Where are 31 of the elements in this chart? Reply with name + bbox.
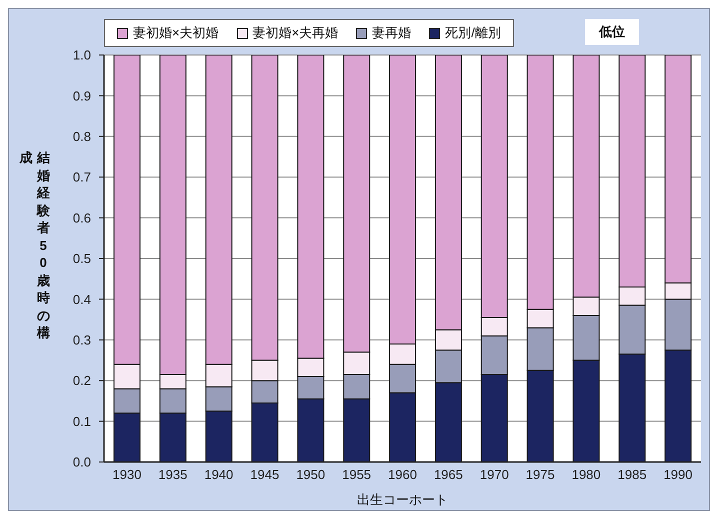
text: 低位 (599, 24, 625, 39)
y-tick-label: 0.9 (72, 88, 91, 104)
x-tick-label: 1955 (342, 467, 372, 482)
x-tick-label: 1940 (204, 467, 234, 482)
y-tick-label: 0.7 (72, 170, 91, 185)
x-tick-label: 1960 (388, 467, 417, 482)
y-tick-label: 1.0 (72, 48, 91, 63)
x-tick-label: 1930 (112, 467, 142, 482)
y-tick-label: 0.4 (72, 292, 91, 307)
legend-label: 妻初婚×夫再婚 (252, 24, 338, 42)
x-tick-label: 1935 (158, 467, 188, 482)
y-tick-label: 0.5 (72, 251, 91, 266)
legend-label: 死別/離別 (445, 24, 501, 42)
y-tick-label: 0.1 (72, 414, 91, 429)
x-tick-label: 1990 (664, 467, 692, 482)
legend-label: 妻初婚×夫初婚 (133, 24, 219, 42)
x-tick-label: 1950 (296, 467, 326, 482)
y-tick-label: 0.0 (72, 454, 91, 470)
legend-label: 妻再婚 (372, 24, 412, 42)
x-tick-label: 1970 (480, 467, 509, 482)
y-tick-label: 0.2 (72, 373, 91, 388)
x-tick-label: 1965 (434, 467, 463, 482)
y-tick-label: 0.3 (72, 332, 91, 348)
y-tick-label: 0.8 (72, 129, 91, 144)
x-tick-label: 1945 (250, 467, 280, 482)
x-tick-label: 1975 (526, 467, 555, 482)
x-tick-label: 1985 (618, 467, 647, 482)
text: 結婚経験者50歳時の構成 (19, 150, 50, 340)
x-tick-label: 1980 (572, 467, 601, 482)
y-tick-label: 0.6 (72, 210, 91, 226)
x-axis-title: 出生コーホート (357, 492, 448, 507)
